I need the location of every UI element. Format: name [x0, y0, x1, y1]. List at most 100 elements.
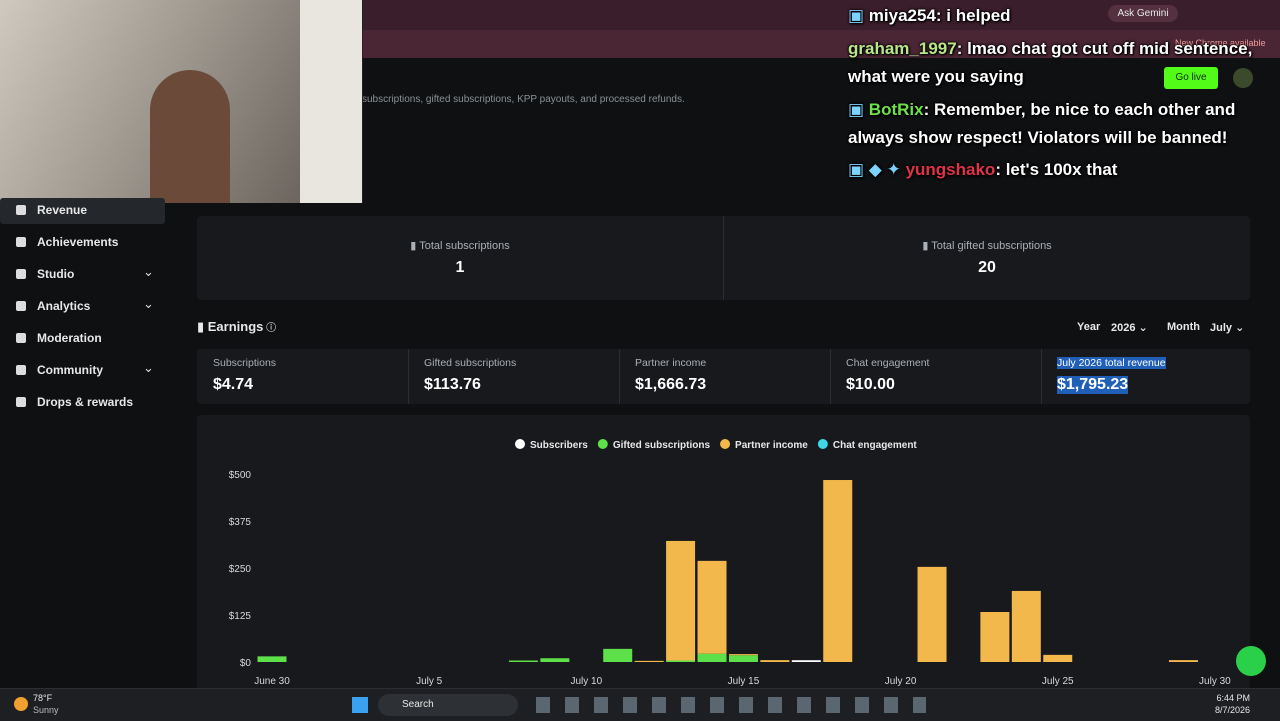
weather-temp: 78°F [33, 693, 53, 703]
x-tick-label: June 30 [254, 676, 290, 687]
legend-swatch [720, 439, 731, 449]
weather-text: Sunny [33, 705, 59, 715]
chat-user: graham_1997 [848, 39, 957, 58]
chat-user: miya254 [868, 6, 936, 25]
divider [619, 349, 620, 404]
chat-message: ▣ ◆ ✦ yungshako: let's 100x that [848, 160, 1118, 179]
chat-text: : Remember, be nice to each other and al… [848, 100, 1236, 147]
go-live-button[interactable]: Go live [1164, 67, 1218, 89]
streamer [150, 70, 230, 203]
avatar[interactable] [1233, 68, 1253, 88]
bar-segment [666, 540, 696, 661]
bar-segment [728, 655, 758, 662]
bar-segment [697, 653, 727, 662]
summary-label: Subscriptions [213, 357, 277, 369]
nav-item[interactable]: Drops & rewards [37, 395, 134, 409]
y-tick-label: $500 [229, 470, 252, 481]
bar-segment [1011, 590, 1041, 662]
chat-text: : let's 100x that [995, 160, 1118, 179]
door [300, 0, 362, 203]
update-notice[interactable]: New Chrome available [1175, 38, 1266, 48]
divider [1041, 349, 1042, 404]
y-tick-label: $0 [240, 658, 252, 669]
bar-segment [508, 660, 538, 662]
total-value: 1 [455, 259, 465, 276]
summary-label: Gifted subscriptions [424, 357, 517, 369]
start-button[interactable] [352, 697, 368, 713]
divider [830, 349, 831, 404]
chat-text: : i helped [935, 6, 1011, 25]
nav-item[interactable]: Community [37, 363, 103, 377]
legend-label: Chat engagement [833, 440, 918, 451]
taskbar-apps[interactable] [536, 697, 926, 713]
divider [723, 216, 724, 300]
summary-value: $1,666.73 [635, 376, 707, 393]
active-nav-bg [0, 198, 165, 224]
x-tick-label: July 25 [1042, 676, 1074, 687]
nav-item[interactable]: Moderation [37, 331, 102, 345]
legend-label: Partner income [735, 440, 808, 451]
chart: $0 $125 $250 $375 $500 June 30 July 5 July 10 Ju… [229, 439, 1231, 687]
nav-item[interactable]: Analytics [37, 299, 91, 313]
bar-segment [666, 660, 696, 662]
month-label: Month [1167, 321, 1200, 333]
chat-message: ▣ BotRix: Remember, be nice to each othe… [848, 100, 1236, 147]
chevron: ⌄ [143, 264, 154, 279]
nav-item[interactable]: Achievements [37, 235, 119, 249]
bar-segment [980, 611, 1010, 662]
bar-segment [823, 480, 853, 662]
chat-text: : lmao chat got cut off mid sentence, wh… [848, 39, 1253, 86]
chat-message: graham_1997: lmao chat got cut off mid s… [848, 35, 1273, 91]
x-tick-label: July 10 [570, 676, 602, 687]
bar-segment [540, 658, 570, 662]
chat-user: BotRix [868, 100, 924, 119]
summary-value: $4.74 [213, 376, 254, 393]
summary-value: $1,795.23 [1057, 376, 1129, 394]
clock-time: 6:44 PM [1216, 693, 1250, 703]
summary-panel: Subscriptions $4.74 Gifted subscriptions $1… [197, 349, 1250, 404]
total-label: ▮ Total subscriptions [410, 240, 510, 252]
bar-segment [603, 648, 633, 662]
total-label-text: Total subscriptions [419, 240, 510, 252]
bar-segment [697, 560, 727, 654]
legend-swatch [597, 439, 608, 449]
legend-label: Gifted subscriptions [613, 440, 711, 451]
earnings-title-text: Earnings [207, 319, 264, 334]
nav-item[interactable]: Revenue [37, 203, 88, 217]
legend-swatch [817, 439, 828, 449]
x-tick-label: July 5 [416, 676, 443, 687]
x-tick-label: July 15 [728, 676, 760, 687]
y-tick-label: $250 [229, 564, 252, 575]
x-tick-label: July 20 [885, 676, 917, 687]
weather-icon [14, 697, 28, 711]
legend-swatch [515, 439, 525, 449]
bar-segment [257, 656, 287, 662]
nav-icon [16, 333, 26, 343]
help-button[interactable] [1236, 646, 1266, 676]
totals-panel: ▮ Total subscriptions 1 ▮ Total gifted s… [197, 216, 1250, 300]
y-tick-label: $125 [229, 611, 252, 622]
divider [408, 349, 409, 404]
chat-message: ▣ miya254: i helped [848, 6, 1011, 25]
chevron: ⌄ [143, 360, 154, 375]
bar-segment [634, 660, 664, 662]
year-value[interactable]: 2026 [1111, 322, 1136, 334]
year-select[interactable]: 2026 ⌄ [1111, 322, 1148, 334]
nav-item[interactable]: Studio [37, 267, 75, 281]
nav-icon [16, 397, 26, 407]
ask-gemini[interactable]: Ask Gemini [1108, 5, 1178, 22]
total-label: ▮ Total gifted subscriptions [922, 240, 1052, 252]
earnings-title: ▮ Earnings ⓘ [197, 319, 277, 334]
x-tick-label: July 30 [1199, 676, 1231, 687]
chat-user: yungshako [905, 160, 996, 179]
month-value[interactable]: July [1210, 322, 1233, 334]
search-box[interactable]: Search [378, 694, 518, 716]
month-select[interactable]: July ⌄ [1210, 322, 1245, 334]
nav-icon [16, 269, 26, 279]
bar-segment [728, 654, 758, 656]
total-label-text: Total gifted subscriptions [931, 240, 1052, 252]
summary-value: $113.76 [424, 376, 481, 393]
address-bar [362, 30, 1280, 58]
year-label: Year [1077, 321, 1101, 333]
